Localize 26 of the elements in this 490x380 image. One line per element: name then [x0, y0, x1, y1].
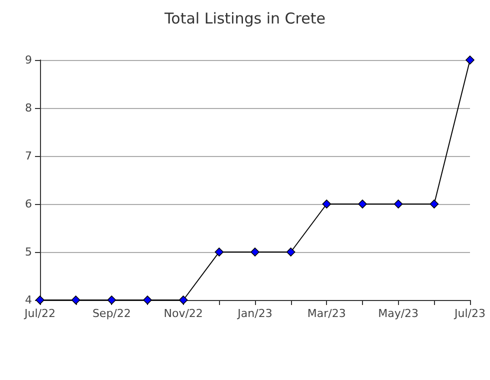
point: [178, 296, 188, 304]
point: [250, 248, 260, 256]
point: [107, 296, 116, 304]
x-tick-label: May/23: [378, 307, 419, 320]
point: [322, 200, 332, 208]
x-tick-label: Jul/22: [24, 307, 56, 320]
point: [430, 200, 439, 208]
point: [143, 296, 152, 304]
y-tick-label: 7: [25, 150, 32, 162]
point: [394, 200, 403, 208]
y-tick-label: 9: [25, 54, 32, 66]
x-tick-label: Jul/23: [454, 307, 486, 320]
y-tick-label: 8: [25, 102, 32, 114]
point: [286, 248, 296, 256]
y-tick-label: 6: [25, 198, 32, 210]
y-tick-label: 5: [25, 246, 32, 258]
point: [71, 296, 80, 304]
y-tick-label: 4: [25, 294, 32, 306]
point: [466, 56, 474, 64]
x-tick-label: Sep/22: [92, 307, 131, 320]
chart-title: Total Listings in Crete: [164, 10, 326, 28]
point: [214, 248, 224, 256]
x-tick-label: Nov/22: [164, 307, 203, 320]
point: [358, 200, 367, 208]
x-tick-label: Jan/23: [236, 307, 272, 320]
x-tick-label: Mar/23: [307, 307, 346, 320]
